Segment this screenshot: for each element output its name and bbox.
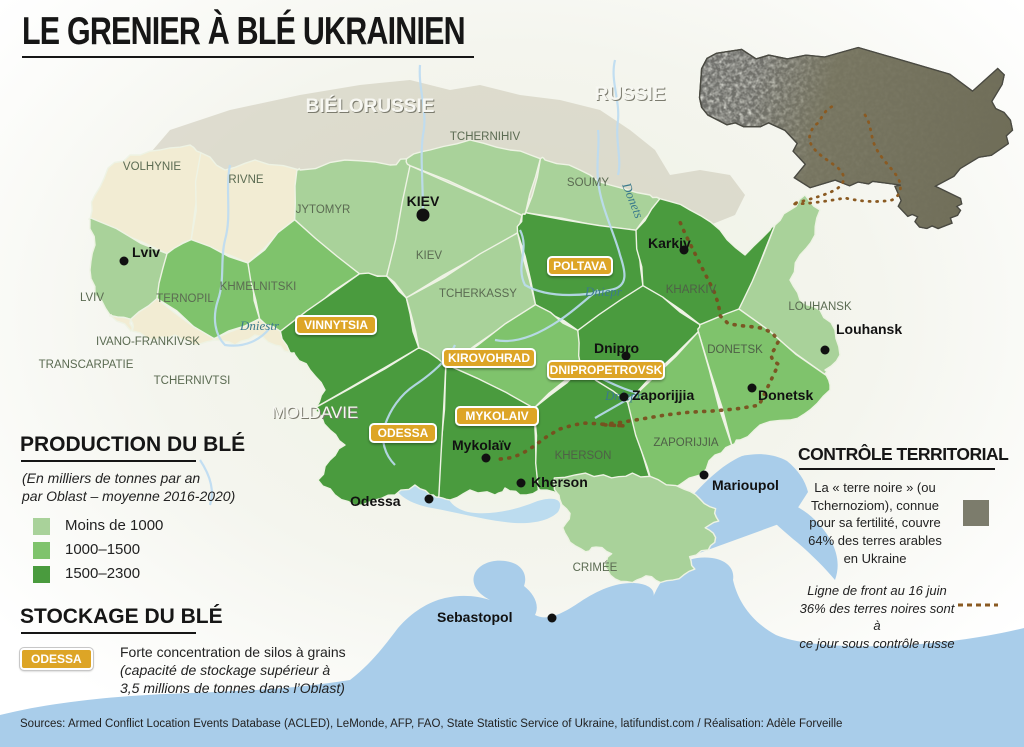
- svg-text:Kherson: Kherson: [531, 474, 588, 490]
- svg-text:CRIMÉE: CRIMÉE: [573, 561, 618, 574]
- svg-text:TCHERNIVTSI: TCHERNIVTSI: [154, 375, 231, 387]
- svg-text:BIÉLORUSSIE: BIÉLORUSSIE: [306, 95, 435, 117]
- svg-text:SOUMY: SOUMY: [567, 177, 610, 189]
- svg-text:DONETSK: DONETSK: [707, 344, 763, 356]
- svg-text:ZAPORIJJIA: ZAPORIJJIA: [653, 437, 719, 449]
- svg-text:KIEV: KIEV: [416, 250, 443, 262]
- svg-text:POLTAVA: POLTAVA: [553, 259, 607, 273]
- svg-text:DNIPROPETROVSK: DNIPROPETROVSK: [550, 363, 663, 377]
- svg-text:Zaporijjia: Zaporijjia: [632, 387, 694, 403]
- svg-text:KIROVOHRAD: KIROVOHRAD: [448, 351, 530, 365]
- svg-text:KHMELNITSKI: KHMELNITSKI: [220, 281, 297, 293]
- svg-text:KHERSON: KHERSON: [555, 450, 612, 462]
- svg-text:IVANO-FRANKIVSK: IVANO-FRANKIVSK: [96, 336, 200, 348]
- svg-text:LVIV: LVIV: [80, 292, 104, 304]
- svg-text:RIVNE: RIVNE: [228, 174, 263, 186]
- svg-text:KHARKIV: KHARKIV: [666, 284, 717, 296]
- svg-text:TERNOPIL: TERNOPIL: [156, 293, 214, 305]
- svg-text:TCHERNIHIV: TCHERNIHIV: [450, 131, 521, 143]
- svg-text:ODESSA: ODESSA: [378, 426, 429, 440]
- svg-text:KIEV: KIEV: [407, 193, 440, 209]
- svg-text:Karkiv: Karkiv: [648, 235, 691, 251]
- svg-text:TCHERKASSY: TCHERKASSY: [439, 288, 517, 300]
- svg-text:RUSSIE: RUSSIE: [595, 84, 666, 105]
- svg-text:Marioupol: Marioupol: [712, 477, 779, 493]
- svg-text:Sebastopol: Sebastopol: [437, 609, 512, 625]
- svg-text:Dnipro: Dnipro: [594, 340, 639, 356]
- svg-text:VOLHYNIE: VOLHYNIE: [123, 161, 181, 173]
- svg-text:MOLDAVIE: MOLDAVIE: [272, 403, 359, 422]
- svg-text:JYTOMYR: JYTOMYR: [296, 204, 351, 216]
- svg-text:Louhansk: Louhansk: [836, 321, 902, 337]
- svg-text:Lviv: Lviv: [132, 244, 160, 260]
- svg-text:Mykolaïv: Mykolaïv: [452, 437, 511, 453]
- svg-text:Dniepr: Dniepr: [584, 284, 623, 299]
- svg-text:LOUHANSK: LOUHANSK: [788, 301, 852, 313]
- svg-text:VINNYTSIA: VINNYTSIA: [304, 318, 368, 332]
- svg-text:MYKOLAIV: MYKOLAIV: [465, 409, 528, 423]
- svg-text:Donetsk: Donetsk: [758, 387, 813, 403]
- svg-text:Dniestr: Dniestr: [239, 318, 280, 333]
- svg-text:TRANSCARPATIE: TRANSCARPATIE: [39, 359, 134, 371]
- svg-text:Odessa: Odessa: [350, 493, 401, 509]
